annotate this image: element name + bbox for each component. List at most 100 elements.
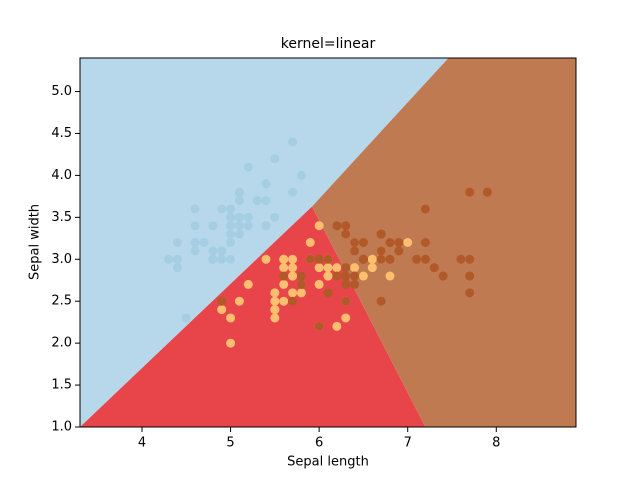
data-point [226, 338, 236, 348]
data-point [234, 296, 244, 306]
y-tick-label: 3.0 [51, 252, 72, 267]
data-point [217, 246, 227, 256]
plot-frame [79, 57, 577, 428]
data-point [288, 254, 298, 264]
data-point [341, 229, 351, 239]
data-point [305, 238, 315, 247]
data-point [190, 221, 200, 231]
decision-region [312, 58, 576, 427]
data-point [341, 221, 351, 231]
data-point [226, 238, 236, 247]
data-point [288, 187, 298, 197]
decision-region [80, 58, 449, 427]
data-point [296, 271, 306, 281]
x-tick-label: 7 [404, 436, 412, 451]
data-point [456, 254, 466, 264]
data-point [394, 238, 404, 247]
data-point [314, 321, 324, 331]
data-point [296, 279, 306, 289]
data-point [482, 187, 492, 197]
data-point [288, 137, 298, 147]
data-point [288, 288, 298, 298]
data-point [234, 229, 244, 239]
data-point [385, 271, 395, 281]
data-point [199, 238, 209, 247]
data-point [234, 196, 244, 206]
data-point [172, 254, 182, 264]
data-point [243, 279, 253, 289]
data-point [465, 271, 475, 281]
data-point [332, 221, 342, 231]
data-point [367, 254, 377, 264]
data-point [226, 204, 236, 214]
data-point [270, 296, 280, 306]
y-tick-label: 2.5 [51, 294, 72, 309]
data-point [465, 187, 475, 197]
x-tick-label: 5 [226, 436, 234, 451]
data-point [323, 263, 333, 273]
data-point [243, 221, 253, 231]
data-point [376, 254, 386, 264]
chart-title: kernel=linear [281, 36, 376, 52]
data-point [208, 221, 218, 231]
data-point [412, 254, 422, 264]
data-point [270, 305, 280, 315]
data-point [420, 204, 430, 214]
data-point [279, 263, 289, 273]
data-point [243, 162, 253, 172]
y-tick-label: 4.5 [51, 126, 72, 141]
x-tick-label: 6 [315, 436, 323, 451]
data-point [243, 212, 253, 222]
data-point [350, 238, 360, 247]
data-point [190, 238, 200, 247]
data-point [341, 279, 351, 289]
data-point [288, 296, 298, 306]
data-point [181, 313, 191, 323]
data-point [270, 313, 280, 323]
data-point [376, 296, 386, 306]
data-point [358, 254, 368, 264]
data-point [341, 313, 351, 323]
x-tick-label: 4 [138, 436, 146, 451]
data-point [296, 288, 306, 298]
data-point [217, 296, 227, 306]
data-point [323, 288, 333, 298]
data-point [279, 271, 289, 281]
data-point [465, 288, 475, 298]
data-point [314, 254, 324, 264]
data-point [226, 254, 236, 264]
y-tick-label: 3.5 [51, 210, 72, 225]
data-point [270, 212, 280, 222]
data-point [279, 254, 289, 264]
data-point [314, 279, 324, 289]
data-point [172, 238, 182, 247]
data-point [172, 263, 182, 273]
data-point [288, 271, 298, 281]
y-axis-label: Sepal width [28, 204, 43, 280]
data-point [234, 221, 244, 231]
data-point [279, 279, 289, 289]
data-point [261, 196, 271, 206]
data-point [323, 254, 333, 264]
data-point [341, 271, 351, 281]
y-tick-label: 5.0 [51, 84, 72, 99]
y-tick-label: 2.0 [51, 336, 72, 351]
y-tick-label: 4.0 [51, 168, 72, 183]
data-point [234, 187, 244, 197]
data-point [358, 271, 368, 281]
data-point [208, 246, 218, 256]
data-point [403, 238, 413, 247]
data-point [270, 154, 280, 164]
data-point [429, 263, 439, 273]
data-point [270, 288, 280, 298]
data-point [314, 263, 324, 273]
data-point [305, 254, 315, 264]
data-point [226, 229, 236, 239]
y-tick-label: 1.0 [51, 420, 72, 435]
data-point [332, 321, 342, 331]
data-point [367, 263, 377, 273]
data-point [358, 238, 368, 247]
data-point [332, 271, 342, 281]
data-point [350, 246, 360, 256]
